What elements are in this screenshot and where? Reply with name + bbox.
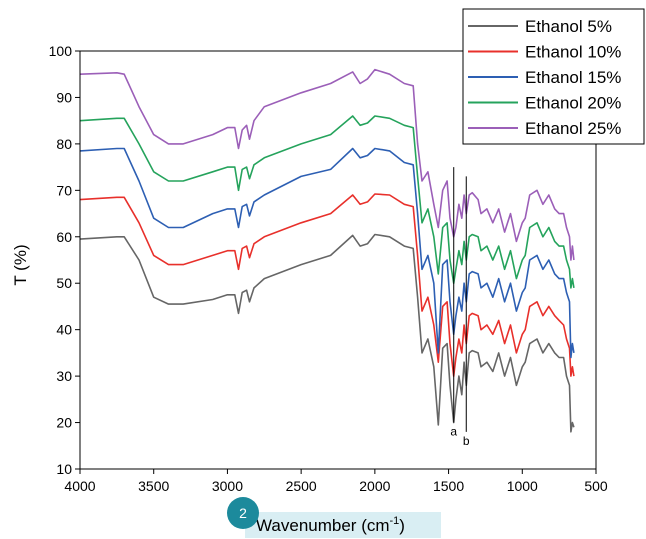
series-layer <box>79 68 575 433</box>
y-tick-label-20: 20 <box>56 415 72 431</box>
y-tick-label-50: 50 <box>56 275 72 291</box>
x-axis-title: Wavenumber (cm-1) <box>256 515 405 535</box>
x-axis-title-superscript: -1 <box>390 515 400 527</box>
x-tick-label-4000: 4000 <box>64 478 95 494</box>
y-tick-label-100: 100 <box>49 43 73 59</box>
x-axis-title-text: Wavenumber (cm <box>256 516 390 535</box>
x-axis-title-end: ) <box>399 516 405 535</box>
step-badge-label: 2 <box>239 505 247 521</box>
x-tick-label-1000: 1000 <box>507 478 538 494</box>
y-tick-label-30: 30 <box>56 368 72 384</box>
legend-label-1: Ethanol 5% <box>525 17 612 36</box>
legend-label-3: Ethanol 15% <box>525 68 621 87</box>
series-line-4 <box>79 115 575 289</box>
x-tick-label-500: 500 <box>584 478 608 494</box>
legend-label-5: Ethanol 25% <box>525 119 621 138</box>
y-tick-label-70: 70 <box>56 182 72 198</box>
legend-label-2: Ethanol 10% <box>525 43 621 62</box>
axis-layer: 4000 3500 3000 2500 2000 1500 1000 500 10 20 30 40 5… <box>49 43 608 494</box>
x-tick-label-2500: 2500 <box>286 478 317 494</box>
plot-frame <box>79 50 597 470</box>
series-line-5 <box>79 68 575 261</box>
x-tick-label-3500: 3500 <box>138 478 169 494</box>
y-tick-label-90: 90 <box>56 89 72 105</box>
legend-label-4: Ethanol 20% <box>525 94 621 113</box>
step-badge <box>227 497 259 529</box>
y-axis-title: T (%) <box>11 244 30 285</box>
x-tick-label-1500: 1500 <box>433 478 464 494</box>
y-tick-label-40: 40 <box>56 322 72 338</box>
x-tick-label-2000: 2000 <box>359 478 390 494</box>
x-tick-label-3000: 3000 <box>212 478 243 494</box>
marker-label-a: a <box>450 425 457 439</box>
marker-label-b: b <box>463 434 470 448</box>
y-tick-label-60: 60 <box>56 229 72 245</box>
y-tick-label-10: 10 <box>56 461 72 477</box>
marker-layer: ab <box>450 167 470 448</box>
series-line-3 <box>79 147 575 359</box>
series-line-2 <box>79 193 575 377</box>
legend: Ethanol 5% Ethanol 10% Ethanol 15% Ethanol … <box>462 8 645 145</box>
series-line-1 <box>79 233 575 433</box>
y-tick-label-80: 80 <box>56 136 72 152</box>
x-axis-title-highlight <box>245 512 441 538</box>
